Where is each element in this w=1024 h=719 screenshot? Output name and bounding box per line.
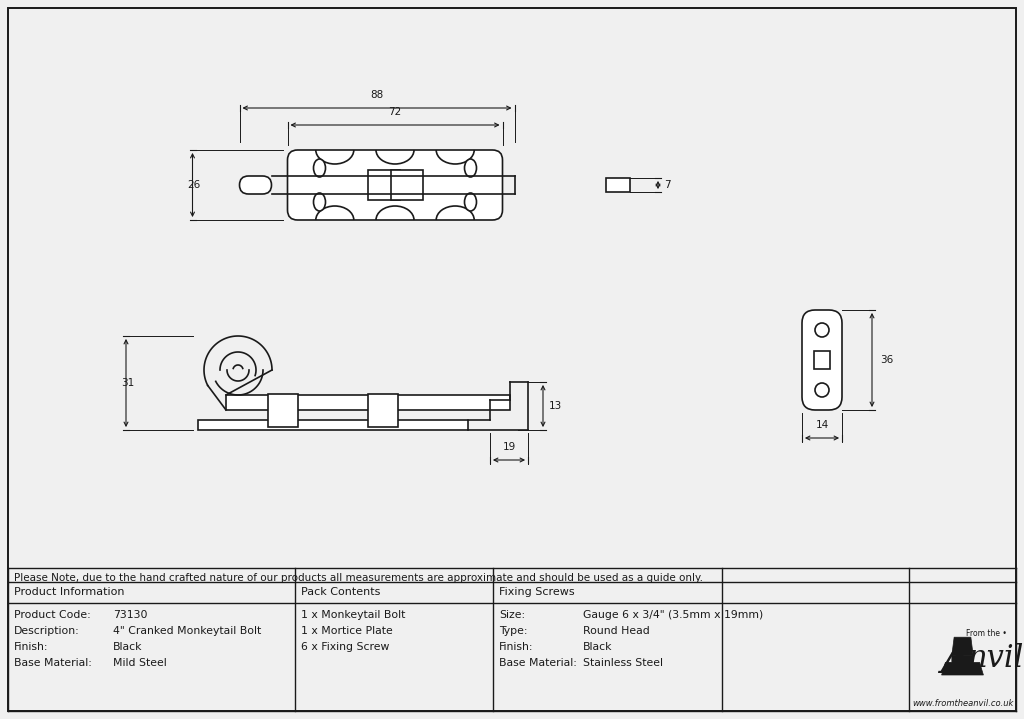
Bar (606, 178, 630, 192)
Text: Finish:: Finish: (14, 642, 48, 652)
Text: Product Code:: Product Code: (14, 610, 91, 620)
Bar (368, 170, 399, 200)
Bar (390, 170, 423, 200)
Ellipse shape (313, 193, 326, 211)
FancyBboxPatch shape (240, 176, 271, 194)
Ellipse shape (465, 159, 476, 177)
Ellipse shape (465, 193, 476, 211)
Text: Please Note, due to the hand crafted nature of our products all measurements are: Please Note, due to the hand crafted nat… (14, 573, 703, 583)
Text: Fixing Screws: Fixing Screws (499, 587, 574, 597)
Ellipse shape (313, 159, 326, 177)
Text: Mild Steel: Mild Steel (113, 658, 167, 668)
Text: 6 x Fixing Screw: 6 x Fixing Screw (301, 642, 389, 652)
Text: Type:: Type: (499, 626, 527, 636)
Text: Description:: Description: (14, 626, 80, 636)
Text: Product Information: Product Information (14, 587, 125, 597)
Bar (268, 394, 298, 427)
Text: 73130: 73130 (113, 610, 147, 620)
Text: nvil: nvil (969, 644, 1024, 674)
Text: Black: Black (583, 642, 612, 652)
FancyBboxPatch shape (288, 150, 503, 220)
Text: 7: 7 (664, 180, 671, 190)
Bar (814, 351, 830, 369)
Text: 14: 14 (815, 420, 828, 430)
Text: Gauge 6 x 3/4" (3.5mm x 19mm): Gauge 6 x 3/4" (3.5mm x 19mm) (583, 610, 763, 620)
Text: Round Head: Round Head (583, 626, 650, 636)
Text: 88: 88 (371, 90, 384, 100)
Text: 31: 31 (121, 378, 134, 388)
Text: www.fromtheanvil.co.uk: www.fromtheanvil.co.uk (911, 698, 1013, 707)
Text: From the •: From the • (967, 629, 1008, 638)
Circle shape (815, 323, 829, 337)
Text: 1 x Mortice Plate: 1 x Mortice Plate (301, 626, 393, 636)
Text: 26: 26 (187, 180, 201, 190)
Bar (226, 395, 510, 410)
Text: 19: 19 (503, 442, 516, 452)
Text: A: A (940, 644, 970, 682)
Bar (368, 394, 398, 427)
Text: Size:: Size: (499, 610, 525, 620)
Text: Base Material:: Base Material: (499, 658, 577, 668)
FancyBboxPatch shape (802, 310, 842, 410)
Text: 13: 13 (549, 401, 562, 411)
Text: 4" Cranked Monkeytail Bolt: 4" Cranked Monkeytail Bolt (113, 626, 261, 636)
Text: 72: 72 (388, 107, 401, 117)
Circle shape (815, 383, 829, 397)
Bar (198, 420, 468, 430)
Text: Pack Contents: Pack Contents (301, 587, 380, 597)
Text: Black: Black (113, 642, 142, 652)
Polygon shape (942, 655, 983, 675)
Text: 1 x Monkeytail Bolt: 1 x Monkeytail Bolt (301, 610, 406, 620)
Polygon shape (952, 637, 973, 655)
Text: Finish:: Finish: (499, 642, 534, 652)
Text: Stainless Steel: Stainless Steel (583, 658, 663, 668)
Text: Base Material:: Base Material: (14, 658, 92, 668)
Text: 36: 36 (880, 355, 893, 365)
